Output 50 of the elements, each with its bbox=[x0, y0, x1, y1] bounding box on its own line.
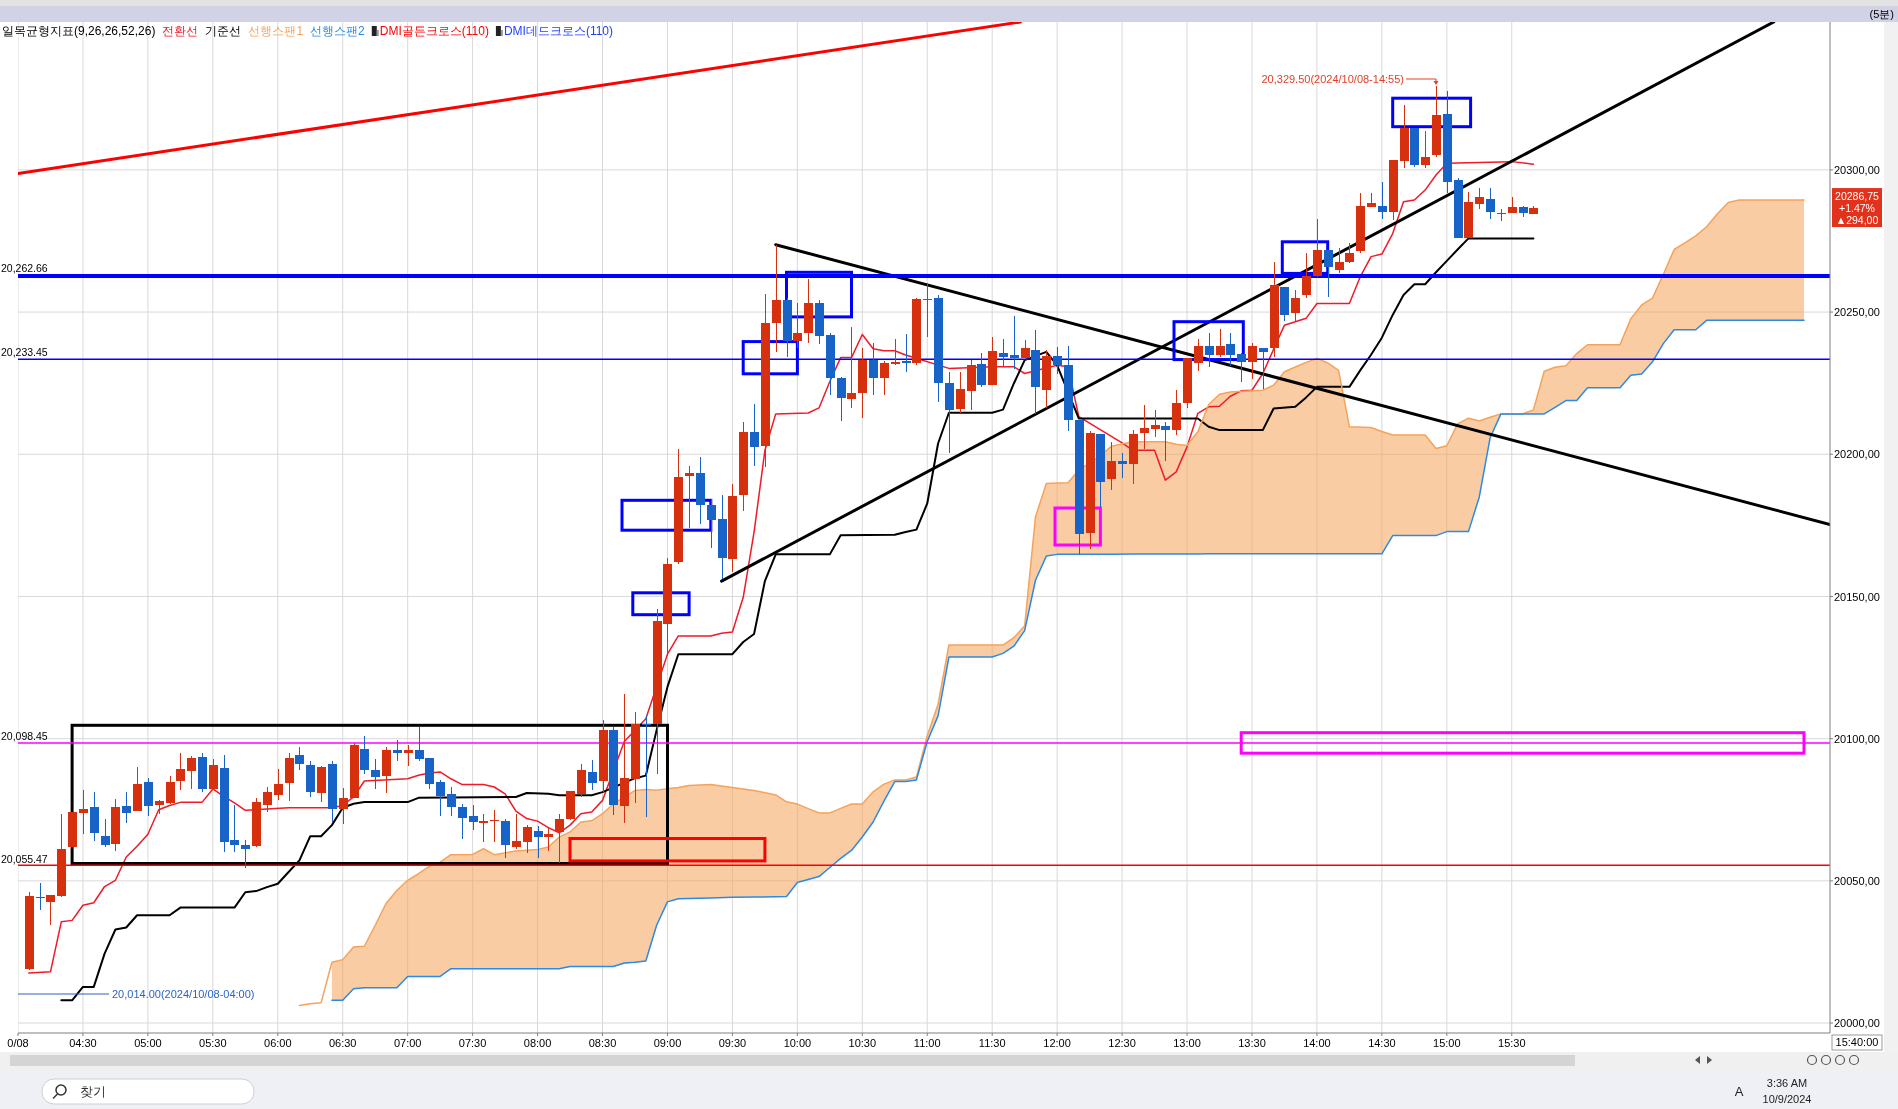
y-tick-label: 20150,00 bbox=[1834, 590, 1880, 603]
x-tick-label: 07:00 bbox=[393, 1037, 422, 1049]
x-tick-label: 12:30 bbox=[1108, 1037, 1136, 1049]
annotation: DMI골든크로스(110) bbox=[379, 24, 489, 38]
ref-line-label: 20,055.47 bbox=[1, 852, 48, 865]
x-tick-label: 15:30 bbox=[1498, 1037, 1526, 1049]
x-tick-label: 08:30 bbox=[588, 1037, 617, 1049]
x-tick-label: 04:30 bbox=[69, 1037, 97, 1049]
text: 10/9/2024 bbox=[1762, 1093, 1812, 1105]
x-tick-label: 13:00 bbox=[1173, 1037, 1201, 1049]
x-tick-label: 06:30 bbox=[328, 1037, 357, 1049]
y-tick-label: 20300,00 bbox=[1834, 163, 1880, 176]
x-tick-label: 05:30 bbox=[199, 1037, 227, 1049]
legend: 일목균형지표(9,26,26,52,26) 전환선 기준선 선행스팬1 선행스팬2 DMI골든크로스(110) DMI데드크로스(110) bbox=[2, 24, 614, 38]
legend-title: 일목균형지표(9,26,26,52,26) bbox=[2, 24, 156, 38]
x-tick-label: 0/08 bbox=[7, 1037, 29, 1049]
text: 15:40:00 bbox=[1835, 1036, 1879, 1048]
x-tick-label: 15:00 bbox=[1433, 1037, 1461, 1049]
text: ▲294,00 bbox=[1835, 213, 1879, 226]
x-tick-label: 08:00 bbox=[523, 1037, 552, 1049]
annotation: 20,014.00(2024/10/08-04:00) bbox=[112, 988, 255, 1000]
x-tick-label: 14:00 bbox=[1303, 1037, 1331, 1049]
x-tick-label: 09:30 bbox=[718, 1037, 747, 1049]
x-tick-label: 14:30 bbox=[1368, 1037, 1396, 1049]
y-tick-label: 20100,00 bbox=[1834, 732, 1880, 745]
x-tick-label: 11:00 bbox=[913, 1037, 941, 1049]
x-tick-label: 11:30 bbox=[978, 1037, 1006, 1049]
annotation: DMI데드크로스(110) bbox=[503, 24, 614, 38]
text: A bbox=[1734, 1084, 1744, 1099]
x-tick-label: 06:00 bbox=[264, 1037, 292, 1049]
x-tick-label: 10:30 bbox=[848, 1037, 877, 1049]
ref-line-label: 20,233.45 bbox=[1, 346, 48, 359]
x-tick-label: 12:00 bbox=[1043, 1037, 1071, 1049]
x-tick-label: 05:00 bbox=[134, 1037, 162, 1049]
text: (5분) bbox=[1869, 8, 1894, 20]
y-tick-label: 20250,00 bbox=[1834, 306, 1880, 319]
x-tick-label: 10:00 bbox=[783, 1037, 812, 1049]
x-tick-label: 07:30 bbox=[458, 1037, 487, 1049]
y-tick-label: 20200,00 bbox=[1834, 448, 1880, 461]
text: 3:36 AM bbox=[1766, 1077, 1808, 1089]
x-tick-label: 09:00 bbox=[653, 1037, 682, 1049]
ref-line-label: 20,262.66 bbox=[1, 262, 48, 275]
ref-line-label: 20,098.45 bbox=[1, 730, 48, 743]
y-tick-label: 20050,00 bbox=[1834, 874, 1880, 887]
text: +1.47% bbox=[1839, 201, 1875, 214]
y-tick-label: 20000,00 bbox=[1834, 1017, 1880, 1029]
x-tick-label: 13:30 bbox=[1238, 1037, 1266, 1049]
text: 20286,75 bbox=[1835, 189, 1880, 202]
annotation: 20,329.50(2024/10/08-14:55) bbox=[1261, 72, 1404, 85]
text: 찾기 bbox=[80, 1084, 106, 1099]
